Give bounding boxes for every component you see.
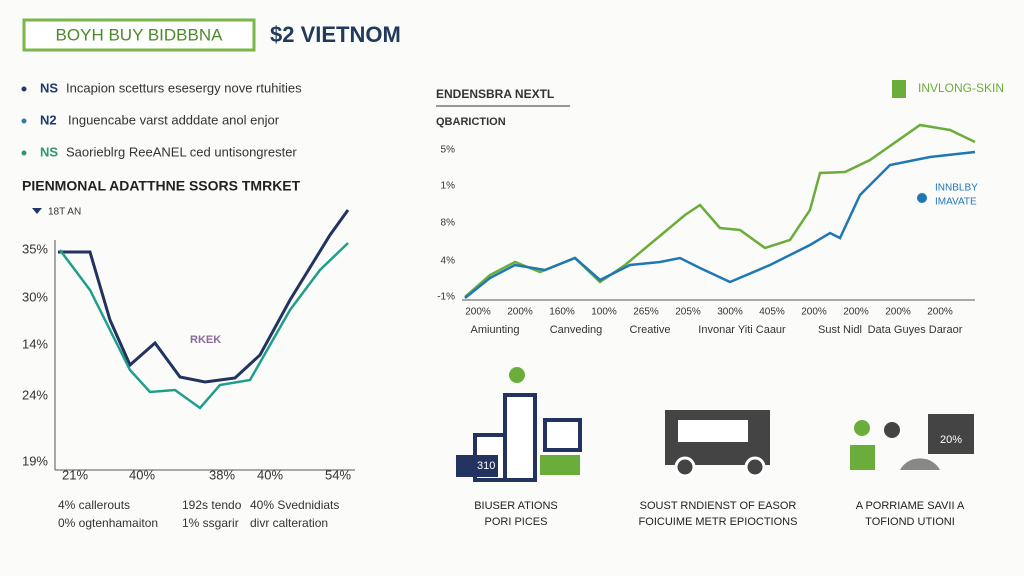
y-label: 30% [22, 289, 48, 304]
bullet-text: Incapion scetturs esesergy nove rtuhitie… [66, 80, 302, 95]
legend-icon [32, 208, 42, 214]
note: 40% Svednidiats [250, 498, 339, 512]
badge-box [22, 18, 256, 52]
line-dark [58, 209, 350, 384]
y-label: 4% [441, 256, 456, 267]
left-legend: 18T AN [48, 207, 81, 218]
category: Amiunting [471, 324, 520, 336]
line-blue [464, 150, 976, 299]
category: Data Guyes Daraor [868, 324, 963, 336]
right-title: ENDENSBRA NEXTL [436, 87, 554, 101]
note: 4% callerouts [58, 498, 130, 512]
bullet-text: Inguencabe varst adddate anol enjor [68, 112, 280, 127]
category: Creative [630, 324, 671, 336]
y-label: 8% [441, 218, 456, 229]
category: Invonar Yiti Caaur [698, 324, 786, 336]
left-title: PIENMONAL ADATTHNE SSORS TMRKET [22, 178, 301, 194]
feature-caption: SOUST RNDIENST OF EASOR [640, 500, 797, 512]
feature-caption: A PORRIAME SAVII A [856, 500, 965, 512]
x-label: 200% [843, 307, 869, 318]
feature-caption: FOICUIME METR EPIOCTIONS [639, 516, 798, 528]
bullet-dot [21, 86, 27, 92]
legend-blue: INNBLBY [935, 183, 978, 194]
x-label: 205% [675, 307, 701, 318]
badge: BOYH BUY BIDBBNA [56, 25, 224, 44]
x-label: 300% [717, 307, 743, 318]
y-label: 14% [22, 336, 48, 351]
category: Sust Nidl [818, 324, 862, 336]
bullet-key: N2 [40, 112, 57, 127]
people-icon [850, 414, 974, 470]
right-subtitle: QBARICTION [436, 116, 506, 128]
x-label: 405% [759, 307, 785, 318]
header-title: $2 VIETNOM [270, 22, 401, 47]
feature-caption: BIUSER ATIONS [474, 500, 558, 512]
legend-green: INVLONG-SKIN [918, 81, 1004, 95]
watermark: RKEK [190, 334, 221, 346]
line-teal [59, 242, 349, 410]
legend-blue: IMAVATE [935, 197, 977, 208]
y-label: 19% [22, 453, 48, 468]
category: Canveding [550, 324, 603, 336]
y-label: 24% [22, 387, 48, 402]
icon-text: 20% [940, 434, 962, 446]
y-label: 1% [441, 181, 456, 192]
x-label: 265% [633, 307, 659, 318]
x-label: 40% [257, 467, 283, 482]
x-label: 21% [62, 467, 88, 482]
bullet-text: Saorieblrg ReeANEL ced untisongrester [66, 144, 297, 159]
feature-caption: TOFIOND UTIONI [865, 516, 955, 528]
x-label: 38% [209, 467, 235, 482]
legend-icon [892, 80, 906, 98]
x-label: 54% [325, 467, 351, 482]
bullet-key: NS [40, 144, 58, 159]
y-label: 35% [22, 241, 48, 256]
feature-caption: PORI PICES [485, 516, 548, 528]
x-label: 160% [549, 307, 575, 318]
x-label: 200% [801, 307, 827, 318]
x-label: 200% [885, 307, 911, 318]
van-icon [665, 410, 770, 478]
y-label: 5% [441, 145, 456, 156]
x-label: 200% [927, 307, 953, 318]
x-label: 200% [465, 307, 491, 318]
note: 192s tendo [182, 498, 242, 512]
note: divr calteration [250, 516, 328, 530]
bullet-dot [21, 150, 27, 156]
building-icon [456, 367, 582, 482]
x-label: 100% [591, 307, 617, 318]
x-label: 40% [129, 467, 155, 482]
bullet-key: NS [40, 80, 58, 95]
note: 0% ogtenhamaiton [58, 516, 158, 530]
icon-text: 310 [477, 460, 495, 472]
y-label: -1% [437, 292, 455, 303]
note: 1% ssgarir [182, 516, 239, 530]
bullet-dot [21, 118, 27, 124]
x-label: 200% [507, 307, 533, 318]
legend-icon [917, 193, 927, 203]
